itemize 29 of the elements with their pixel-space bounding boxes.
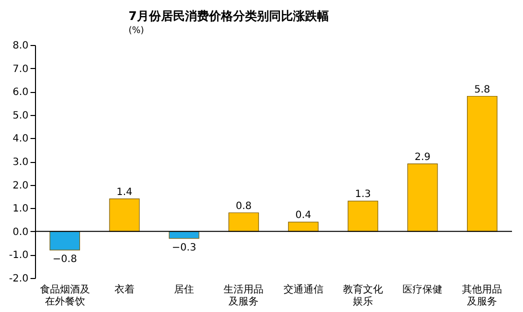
y-tick-label: 8.0 bbox=[12, 40, 28, 52]
data-label: 0.4 bbox=[295, 210, 312, 222]
data-label: 5.8 bbox=[474, 84, 490, 96]
data-label: 1.3 bbox=[354, 189, 371, 200]
data-label: 2.9 bbox=[414, 152, 431, 163]
chart-title: 7月份居民消费价格分类别同比涨跌幅 bbox=[128, 9, 329, 23]
y-tick-label: 3.0 bbox=[12, 157, 28, 168]
y-tick-label: 7.0 bbox=[12, 64, 28, 75]
x-tick-label: 衣着 bbox=[114, 284, 134, 296]
y-tick-label: 0.0 bbox=[12, 226, 28, 238]
x-tick-label: 居住 bbox=[174, 284, 194, 296]
x-tick-label: 医疗保健 bbox=[402, 284, 443, 296]
y-tick-label: 1.0 bbox=[12, 204, 28, 215]
y-tick-label: 2.0 bbox=[12, 180, 28, 192]
y-tick-label: -2.0 bbox=[8, 274, 28, 284]
x-tick-label: 生活用品及服务 bbox=[224, 284, 264, 308]
data-label: 0.8 bbox=[236, 200, 252, 212]
data-label: −0.3 bbox=[172, 242, 196, 254]
x-tick-label: 食品烟酒及在外餐饮 bbox=[40, 284, 90, 308]
y-tick-label: 6.0 bbox=[12, 87, 28, 98]
data-label: 1.4 bbox=[116, 186, 132, 198]
y-tick-label: 4.0 bbox=[12, 134, 28, 145]
x-tick-label: 其他用品及服务 bbox=[462, 284, 502, 308]
y-tick-label: -1.0 bbox=[8, 250, 28, 262]
y-tick-label: 5.0 bbox=[12, 110, 28, 122]
x-tick-label: 交通通信 bbox=[283, 284, 324, 296]
x-tick-label: 教育文化娱乐 bbox=[342, 284, 383, 308]
data-label: −0.8 bbox=[52, 254, 77, 266]
y-axis-title: (%) bbox=[128, 26, 144, 36]
